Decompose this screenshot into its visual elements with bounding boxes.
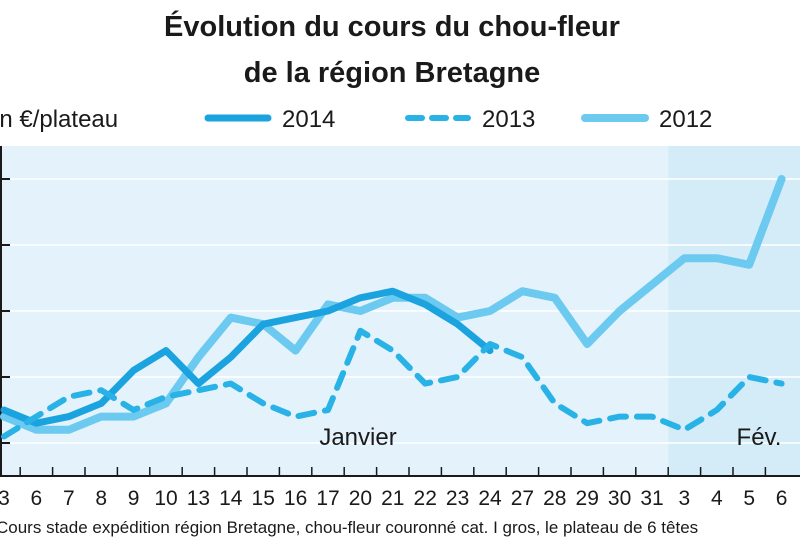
series-line-2012: [0, 175, 786, 434]
x-tick-label-15: 24: [478, 487, 502, 510]
series-lines: [0, 175, 786, 440]
series-line-2014: [0, 287, 494, 427]
chart-title-line-2: de la région Bretagne: [244, 57, 541, 89]
y-unit-label: en €/plateau: [0, 106, 118, 133]
x-tick-label-17: 28: [543, 487, 566, 510]
x-tick-label-20: 31: [640, 487, 663, 510]
x-tick-labels: 3 6 7 8 9 10 13 14 15 16 17 20 21 22 23 24 27 28 29 30 31 3 4 5…: [0, 487, 787, 510]
x-tick-label-11: 20: [349, 487, 372, 510]
month-label-fevrier: Fév.: [737, 424, 782, 451]
month-label-janvier: Janvier: [319, 424, 396, 451]
x-tick-label-12: 21: [381, 487, 404, 510]
axes: [0, 146, 800, 477]
x-tick-label-10: 17: [316, 487, 339, 510]
legend-label-2012: 2012: [659, 106, 712, 133]
legend-label-2013: 2013: [482, 106, 535, 133]
x-tick-label-16: 27: [511, 487, 534, 510]
x-tick-label-14: 23: [446, 487, 469, 510]
x-tick-label-5: 10: [154, 487, 177, 510]
x-tick-label-1: 6: [31, 487, 43, 510]
month-labels: Janvier Fév.: [319, 424, 781, 451]
x-tick-label-22: 4: [711, 487, 723, 510]
x-tick-label-4: 9: [128, 487, 140, 510]
x-tick-label-2: 7: [63, 487, 75, 510]
source-note: Cours stade expédition région Bretagne, …: [0, 518, 698, 537]
series-line-2013: [1, 327, 785, 440]
x-tick-label-13: 22: [414, 487, 437, 510]
chart-title-line-1: Évolution du cours du chou-fleur: [164, 9, 620, 43]
x-tick-label-23: 5: [743, 487, 755, 510]
x-tick-label-21: 3: [679, 487, 691, 510]
x-tick-label-18: 29: [576, 487, 599, 510]
x-tick-label-0: 3: [0, 487, 10, 510]
legend-label-2014: 2014: [282, 106, 335, 133]
x-tick-label-24: 6: [776, 487, 788, 510]
grid-lines: [0, 178, 800, 444]
x-tick-label-3: 8: [95, 487, 107, 510]
x-tick-label-19: 30: [608, 487, 631, 510]
x-tick-label-6: 13: [187, 487, 210, 510]
x-tick-label-7: 14: [219, 487, 243, 510]
x-tick-label-9: 16: [284, 487, 307, 510]
legend: 2014 2013 2012: [204, 106, 712, 133]
x-tick-label-8: 15: [252, 487, 275, 510]
